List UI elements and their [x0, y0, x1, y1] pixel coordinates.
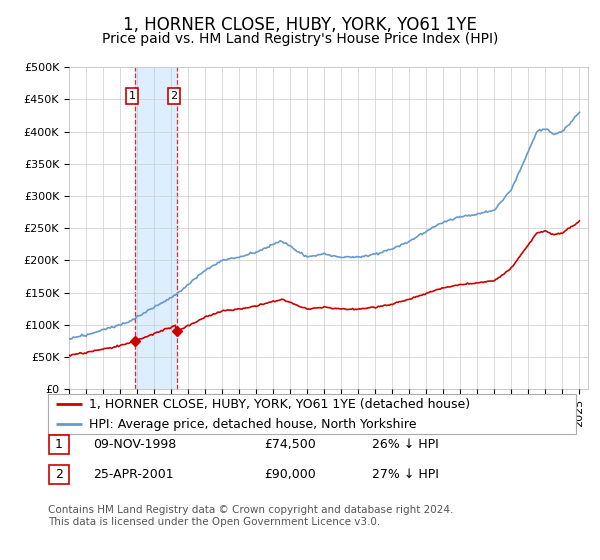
Text: 1: 1 [55, 437, 63, 451]
Text: 27% ↓ HPI: 27% ↓ HPI [372, 468, 439, 482]
Text: Price paid vs. HM Land Registry's House Price Index (HPI): Price paid vs. HM Land Registry's House … [102, 32, 498, 46]
Text: £90,000: £90,000 [264, 468, 316, 482]
Text: Contains HM Land Registry data © Crown copyright and database right 2024.
This d: Contains HM Land Registry data © Crown c… [48, 505, 454, 527]
Text: 09-NOV-1998: 09-NOV-1998 [93, 437, 176, 451]
Text: 1, HORNER CLOSE, HUBY, YORK, YO61 1YE: 1, HORNER CLOSE, HUBY, YORK, YO61 1YE [123, 16, 477, 34]
Text: 26% ↓ HPI: 26% ↓ HPI [372, 437, 439, 451]
Text: 1: 1 [128, 91, 136, 101]
Text: 2: 2 [55, 468, 63, 482]
Text: 25-APR-2001: 25-APR-2001 [93, 468, 173, 482]
Text: 1, HORNER CLOSE, HUBY, YORK, YO61 1YE (detached house): 1, HORNER CLOSE, HUBY, YORK, YO61 1YE (d… [89, 398, 470, 410]
Text: £74,500: £74,500 [264, 437, 316, 451]
Bar [134, 67, 176, 389]
Text: HPI: Average price, detached house, North Yorkshire: HPI: Average price, detached house, Nort… [89, 418, 416, 431]
Text: 2: 2 [170, 91, 178, 101]
